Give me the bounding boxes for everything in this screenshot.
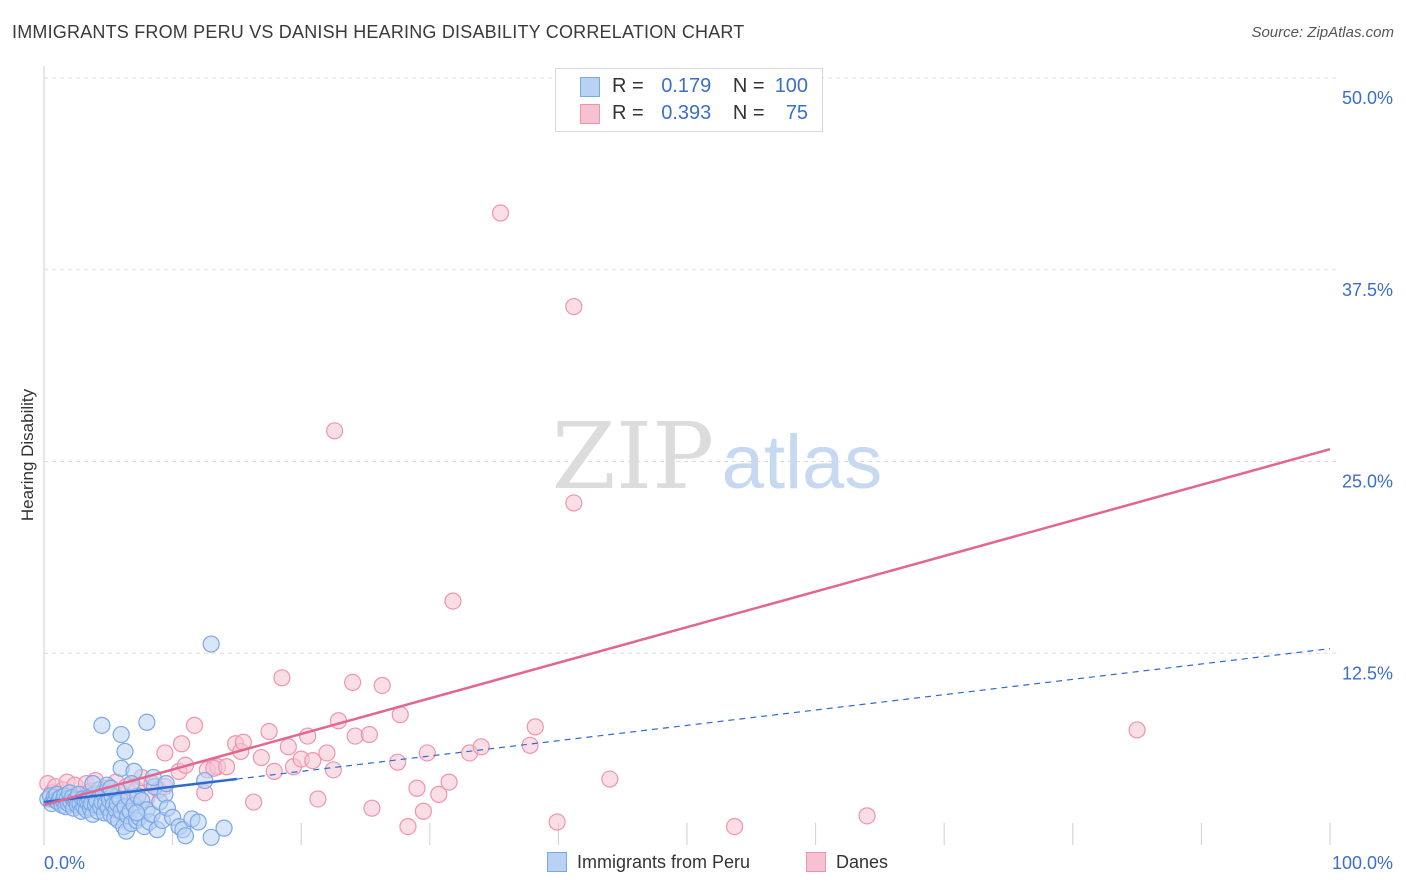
chart-title: IMMIGRANTS FROM PERU VS DANISH HEARING D…	[12, 22, 745, 42]
watermark-atlas: atlas	[722, 420, 883, 505]
danes-point	[414, 802, 432, 820]
watermark-zip: ZIP	[552, 403, 714, 510]
danes-point	[725, 817, 744, 836]
danes-point	[326, 422, 344, 440]
danes-point	[260, 722, 278, 741]
danes-point	[265, 762, 283, 780]
danes-point	[526, 718, 544, 736]
legend-n-value: 100	[774, 75, 809, 97]
gridlines	[44, 77, 1336, 654]
danes-trend	[43, 448, 1331, 807]
danes-point	[491, 204, 510, 222]
peru-point	[196, 771, 214, 790]
bottom-legend-danes: Danes	[806, 852, 888, 873]
peru-point	[202, 828, 220, 846]
danes-point	[399, 817, 417, 836]
legend-n-label: N =	[732, 75, 765, 97]
legend-n-label: N =	[732, 102, 765, 124]
danes-point	[346, 727, 364, 745]
danes-point	[185, 716, 204, 734]
peru-point	[215, 819, 233, 837]
bottom-legend-label-peru: Immigrants from Peru	[577, 852, 751, 872]
danes-point	[418, 744, 436, 762]
danes-point	[565, 297, 583, 316]
danes-point	[565, 494, 583, 512]
y-tick-label: 50.0%	[1342, 88, 1393, 108]
peru-points	[39, 635, 233, 846]
legend-row-peru: R = 0.179 N = 100	[580, 73, 808, 99]
correlation-legend: R = 0.179 N = 100 R = 0.393 N = 75	[555, 68, 823, 132]
danes-point	[360, 725, 378, 744]
peru-point	[176, 827, 195, 845]
watermark: ZIP atlas	[552, 403, 882, 510]
danes-point	[304, 752, 322, 770]
legend-r-label: R =	[612, 75, 644, 97]
peru-point	[127, 804, 146, 822]
bottom-legend-swatch-danes	[806, 852, 826, 872]
danes-point	[408, 779, 426, 797]
tick-labels: 12.5% 25.0% 37.5% 50.0% 0.0% 100.0%	[44, 88, 1393, 873]
peru-point	[93, 716, 111, 734]
legend-swatch-peru	[580, 76, 600, 97]
bottom-legend-peru: Immigrants from Peru	[547, 852, 750, 873]
danes-point	[430, 785, 448, 803]
danes-point	[858, 807, 876, 825]
y-tick-label: 25.0%	[1342, 472, 1393, 492]
peru-point	[116, 742, 134, 761]
legend-n-value: 75	[785, 102, 809, 124]
danes-point	[252, 748, 270, 767]
legend-swatch-danes	[580, 103, 600, 124]
source-credit: Source: ZipAtlas.com	[1251, 24, 1394, 41]
y-tick-label: 37.5%	[1342, 280, 1393, 300]
danes-point	[601, 770, 619, 788]
danes-point	[373, 676, 391, 695]
peru-point	[112, 725, 130, 744]
x-tick-label: 0.0%	[44, 853, 85, 873]
peru-point	[138, 713, 156, 731]
y-tick-label: 12.5%	[1342, 663, 1393, 683]
bottom-legend-label-danes: Danes	[836, 852, 889, 872]
peru-trend-dashed	[236, 648, 1331, 780]
danes-point	[440, 773, 458, 791]
danes-point	[318, 744, 336, 762]
danes-point	[279, 738, 297, 756]
danes-point	[548, 813, 566, 831]
danes-point	[324, 761, 342, 779]
axes	[43, 66, 1331, 845]
legend-r-value: 0.179	[661, 75, 712, 97]
peru-point	[202, 635, 220, 653]
legend-r-label: R =	[612, 102, 644, 124]
danes-point	[472, 738, 490, 756]
trend-lines	[43, 448, 1331, 807]
danes-point	[156, 744, 174, 762]
bottom-legend-swatch-peru	[547, 852, 567, 872]
danes-point	[309, 790, 327, 808]
legend-r-value: 0.393	[661, 102, 712, 124]
danes-point	[444, 592, 462, 610]
danes-point	[1128, 721, 1146, 739]
peru-point	[189, 813, 207, 831]
danes-point	[344, 673, 362, 691]
danes-point	[389, 753, 407, 771]
peru-trend-solid	[43, 777, 238, 804]
danes-points	[39, 204, 1146, 836]
danes-point	[273, 669, 291, 687]
danes-point	[245, 793, 263, 811]
danes-point	[218, 758, 236, 776]
danes-point	[173, 735, 191, 753]
danes-point	[363, 799, 381, 817]
legend-row-danes: R = 0.393 N = 75	[580, 100, 808, 126]
x-tick-label: 100.0%	[1332, 853, 1393, 873]
